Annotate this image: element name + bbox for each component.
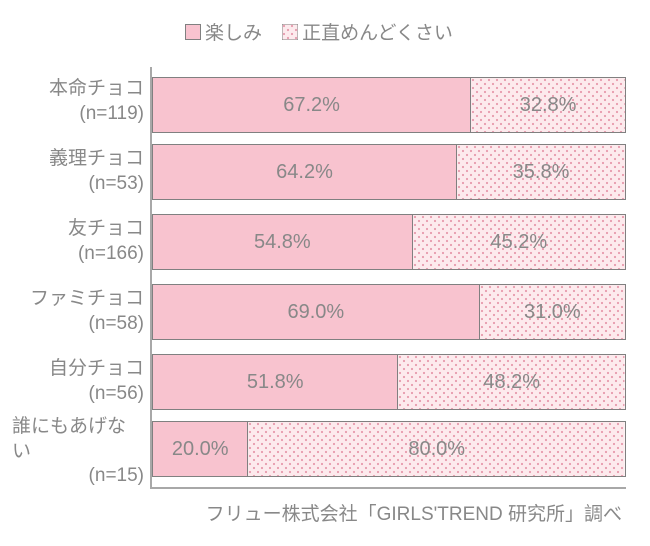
bar-segment: 51.8% [153, 355, 397, 409]
row-label-line1: 義理チョコ [49, 147, 144, 172]
row-label-line2: (n=119) [79, 102, 144, 127]
row-label-line2: (n=166) [78, 242, 144, 267]
bar: 54.8% 45.2% [152, 214, 626, 270]
bar-segment: 80.0% [247, 422, 625, 476]
bar-segment: 64.2% [153, 145, 456, 199]
chart-row: 自分チョコ(n=56) 51.8% 48.2% [12, 347, 626, 417]
bar-segment: 45.2% [412, 215, 625, 269]
stacked-bar-chart: 楽しみ 正直めんどくさい 本命チョコ(n=119) 67.2% 32.8% 義理チョコ… [0, 0, 650, 546]
row-label-line2: (n=56) [89, 382, 144, 407]
bar-area: 64.2% 35.8% [150, 137, 626, 207]
row-label-line1: 自分チョコ [49, 357, 144, 382]
chart-row: 友チョコ(n=166) 54.8% 45.2% [12, 207, 626, 277]
chart-rows: 本命チョコ(n=119) 67.2% 32.8% 義理チョコ(n=53) 64.2% 35… [12, 67, 626, 487]
segment-value: 69.0% [287, 301, 344, 324]
bar: 67.2% 32.8% [152, 77, 626, 133]
segment-value: 48.2% [483, 371, 540, 394]
bar-segment: 20.0% [153, 422, 247, 476]
row-label: 誰にもあげない(n=15) [12, 417, 150, 487]
bar: 64.2% 35.8% [152, 144, 626, 200]
bar-segment: 32.8% [470, 78, 625, 132]
row-label: 友チョコ(n=166) [12, 207, 150, 277]
bar-area: 67.2% 32.8% [150, 67, 626, 137]
chart-row: ファミチョコ(n=58) 69.0% 31.0% [12, 277, 626, 347]
row-label: ファミチョコ(n=58) [12, 277, 150, 347]
legend-item-1: 正直めんどくさい [282, 18, 453, 45]
legend-swatch-1 [282, 24, 298, 40]
segment-value: 32.8% [520, 94, 577, 117]
bar: 20.0% 80.0% [152, 421, 626, 477]
chart-row: 本命チョコ(n=119) 67.2% 32.8% [12, 67, 626, 137]
legend-item-0: 楽しみ [185, 18, 262, 45]
chart-row: 誰にもあげない(n=15) 20.0% 80.0% [12, 417, 626, 487]
bar-segment: 35.8% [456, 145, 625, 199]
segment-value: 51.8% [247, 371, 304, 394]
row-label-line2: (n=53) [89, 172, 144, 197]
bar-segment: 31.0% [479, 285, 625, 339]
segment-value: 64.2% [276, 161, 333, 184]
bar-area: 69.0% 31.0% [150, 277, 626, 347]
segment-value: 35.8% [513, 161, 570, 184]
row-label: 本命チョコ(n=119) [12, 67, 150, 137]
chart-source: フリュー株式会社「GIRLS'TREND 研究所」調べ [12, 499, 626, 526]
segment-value: 31.0% [524, 301, 581, 324]
bar: 69.0% 31.0% [152, 284, 626, 340]
chart-row: 義理チョコ(n=53) 64.2% 35.8% [12, 137, 626, 207]
bar: 51.8% 48.2% [152, 354, 626, 410]
bar-area: 51.8% 48.2% [150, 347, 626, 417]
legend-swatch-0 [185, 24, 201, 40]
row-label-line2: (n=15) [89, 464, 144, 489]
segment-value: 20.0% [172, 438, 229, 461]
row-label: 自分チョコ(n=56) [12, 347, 150, 417]
bar-area: 54.8% 45.2% [150, 207, 626, 277]
segment-value: 54.8% [254, 231, 311, 254]
row-label-line1: 誰にもあげない [12, 415, 144, 464]
bar-area: 20.0% 80.0% [150, 417, 626, 487]
bar-segment: 48.2% [397, 355, 625, 409]
segment-value: 45.2% [490, 231, 547, 254]
bar-segment: 54.8% [153, 215, 412, 269]
bar-segment: 69.0% [153, 285, 479, 339]
x-axis [150, 487, 626, 489]
bar-segment: 67.2% [153, 78, 470, 132]
row-label-line1: 友チョコ [68, 217, 144, 242]
row-label: 義理チョコ(n=53) [12, 137, 150, 207]
row-label-line1: ファミチョコ [30, 287, 144, 312]
row-label-line2: (n=58) [89, 312, 144, 337]
segment-value: 67.2% [283, 94, 340, 117]
legend-label-0: 楽しみ [205, 18, 262, 45]
row-label-line1: 本命チョコ [49, 77, 144, 102]
legend: 楽しみ 正直めんどくさい [12, 18, 626, 45]
segment-value: 80.0% [408, 438, 465, 461]
legend-label-1: 正直めんどくさい [302, 18, 453, 45]
